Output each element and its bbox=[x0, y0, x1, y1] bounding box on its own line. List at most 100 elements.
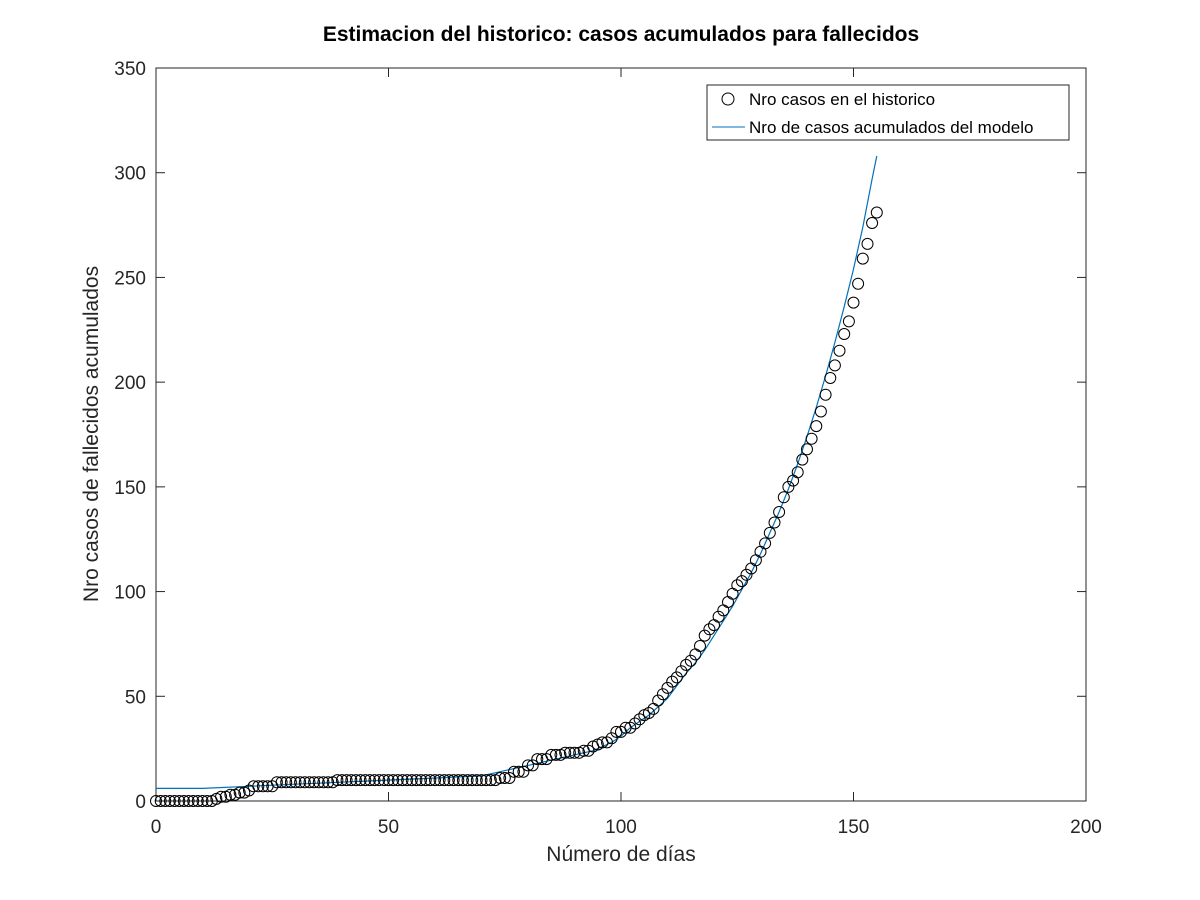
historic-data-point bbox=[498, 772, 511, 784]
historic-data-point bbox=[159, 795, 172, 807]
historic-data-point bbox=[508, 765, 520, 778]
historic-data-point bbox=[373, 774, 386, 787]
historic-data-point bbox=[233, 786, 246, 799]
historic-data-point bbox=[852, 277, 865, 290]
historic-data-point bbox=[470, 774, 483, 787]
historic-data-point bbox=[461, 774, 474, 787]
x-axis-label: Número de días bbox=[546, 843, 695, 866]
historic-data-point bbox=[870, 206, 883, 219]
historic-data-point bbox=[763, 526, 776, 539]
historic-data-point bbox=[163, 795, 176, 807]
historic-data-point bbox=[712, 610, 725, 623]
historic-data-point bbox=[549, 748, 562, 761]
historic-data-point bbox=[475, 774, 488, 787]
historic-data-point bbox=[359, 774, 372, 787]
historic-data-point bbox=[517, 765, 530, 778]
historic-data-point bbox=[354, 774, 367, 787]
historic-data-point bbox=[796, 453, 809, 466]
historic-data-point bbox=[833, 344, 846, 357]
historic-data-point bbox=[810, 420, 823, 433]
plot-area bbox=[155, 67, 1087, 802]
legend-box bbox=[706, 84, 1070, 141]
historic-data-point bbox=[429, 774, 441, 787]
model-series-line bbox=[156, 155, 878, 790]
model-line-layer bbox=[156, 155, 878, 790]
y-tick-label: 300 bbox=[114, 164, 146, 185]
historic-data-point bbox=[563, 746, 576, 759]
y-tick-label: 0 bbox=[135, 792, 146, 813]
historic-data-point bbox=[154, 795, 167, 807]
y-tick-label: 250 bbox=[114, 268, 146, 289]
historic-data-point bbox=[182, 795, 195, 807]
historic-data-point bbox=[694, 640, 706, 652]
historic-data-point bbox=[191, 795, 204, 807]
y-tick-label: 350 bbox=[114, 59, 146, 80]
historic-data-point bbox=[401, 774, 414, 787]
historic-data-point bbox=[666, 675, 679, 688]
historic-data-point bbox=[336, 774, 348, 787]
historic-data-point bbox=[670, 671, 683, 684]
historic-data-point bbox=[363, 774, 376, 787]
historic-data-point bbox=[438, 774, 451, 787]
historic-data-point bbox=[331, 774, 344, 787]
historic-data-point bbox=[624, 721, 637, 734]
historic-data-point bbox=[847, 296, 860, 309]
historic-data-point bbox=[605, 732, 618, 745]
historic-data-point bbox=[805, 432, 818, 445]
historic-data-point bbox=[633, 713, 646, 726]
historic-data-point bbox=[861, 237, 874, 250]
historic-data-point bbox=[303, 776, 316, 789]
historic-data-point bbox=[442, 774, 455, 787]
legend: Nro casos en el historico Nro de casos a… bbox=[706, 84, 1070, 141]
chart-title: Estimacion del historico: casos acumulad… bbox=[323, 23, 919, 46]
historic-data-point bbox=[768, 516, 781, 529]
historic-data-point bbox=[424, 774, 437, 787]
historic-markers-layer bbox=[150, 206, 883, 807]
y-axis-label: Nro casos de fallecidos acumulados bbox=[80, 266, 103, 602]
y-tick-label: 150 bbox=[114, 478, 146, 499]
legend-label-historic: Nro casos en el historico bbox=[749, 90, 935, 109]
historic-data-point bbox=[173, 795, 186, 807]
historic-data-point bbox=[480, 774, 493, 787]
historic-data-point bbox=[275, 776, 288, 789]
historic-data-point bbox=[289, 776, 302, 789]
historic-data-point bbox=[345, 774, 358, 787]
historic-data-point bbox=[856, 252, 869, 265]
historic-data-point bbox=[280, 776, 293, 789]
historic-data-point bbox=[684, 654, 697, 667]
historic-data-point bbox=[656, 688, 669, 701]
y-tick-label: 100 bbox=[114, 583, 146, 604]
historic-data-point bbox=[824, 372, 837, 384]
historic-data-point bbox=[842, 315, 855, 328]
historic-data-point bbox=[377, 774, 390, 787]
y-tick-label: 50 bbox=[125, 687, 146, 708]
historic-data-point bbox=[801, 443, 813, 456]
historic-data-point bbox=[308, 776, 321, 789]
historic-data-point bbox=[740, 568, 753, 581]
historic-data-point bbox=[294, 776, 307, 789]
historic-data-point bbox=[419, 774, 432, 787]
historic-data-point bbox=[568, 746, 581, 759]
historic-data-point bbox=[382, 774, 395, 787]
historic-data-point bbox=[791, 466, 804, 479]
historic-data-point bbox=[814, 405, 827, 418]
historic-data-point bbox=[661, 681, 674, 694]
historic-data-point bbox=[415, 774, 427, 787]
historic-data-point bbox=[298, 776, 311, 789]
historic-data-point bbox=[735, 575, 748, 588]
historic-data-point bbox=[433, 774, 446, 787]
historic-data-point bbox=[759, 537, 772, 550]
historic-data-point bbox=[466, 774, 479, 787]
historic-data-point bbox=[340, 774, 353, 787]
historic-data-point bbox=[256, 780, 269, 793]
historic-data-point bbox=[224, 788, 237, 801]
historic-data-point bbox=[777, 491, 790, 504]
historic-data-point bbox=[387, 774, 400, 787]
historic-data-point bbox=[629, 717, 641, 730]
historic-data-point bbox=[196, 795, 209, 807]
historic-data-point bbox=[252, 780, 265, 793]
historic-data-point bbox=[680, 658, 693, 671]
historic-data-point bbox=[503, 772, 516, 784]
x-tick-label: 150 bbox=[838, 817, 870, 838]
